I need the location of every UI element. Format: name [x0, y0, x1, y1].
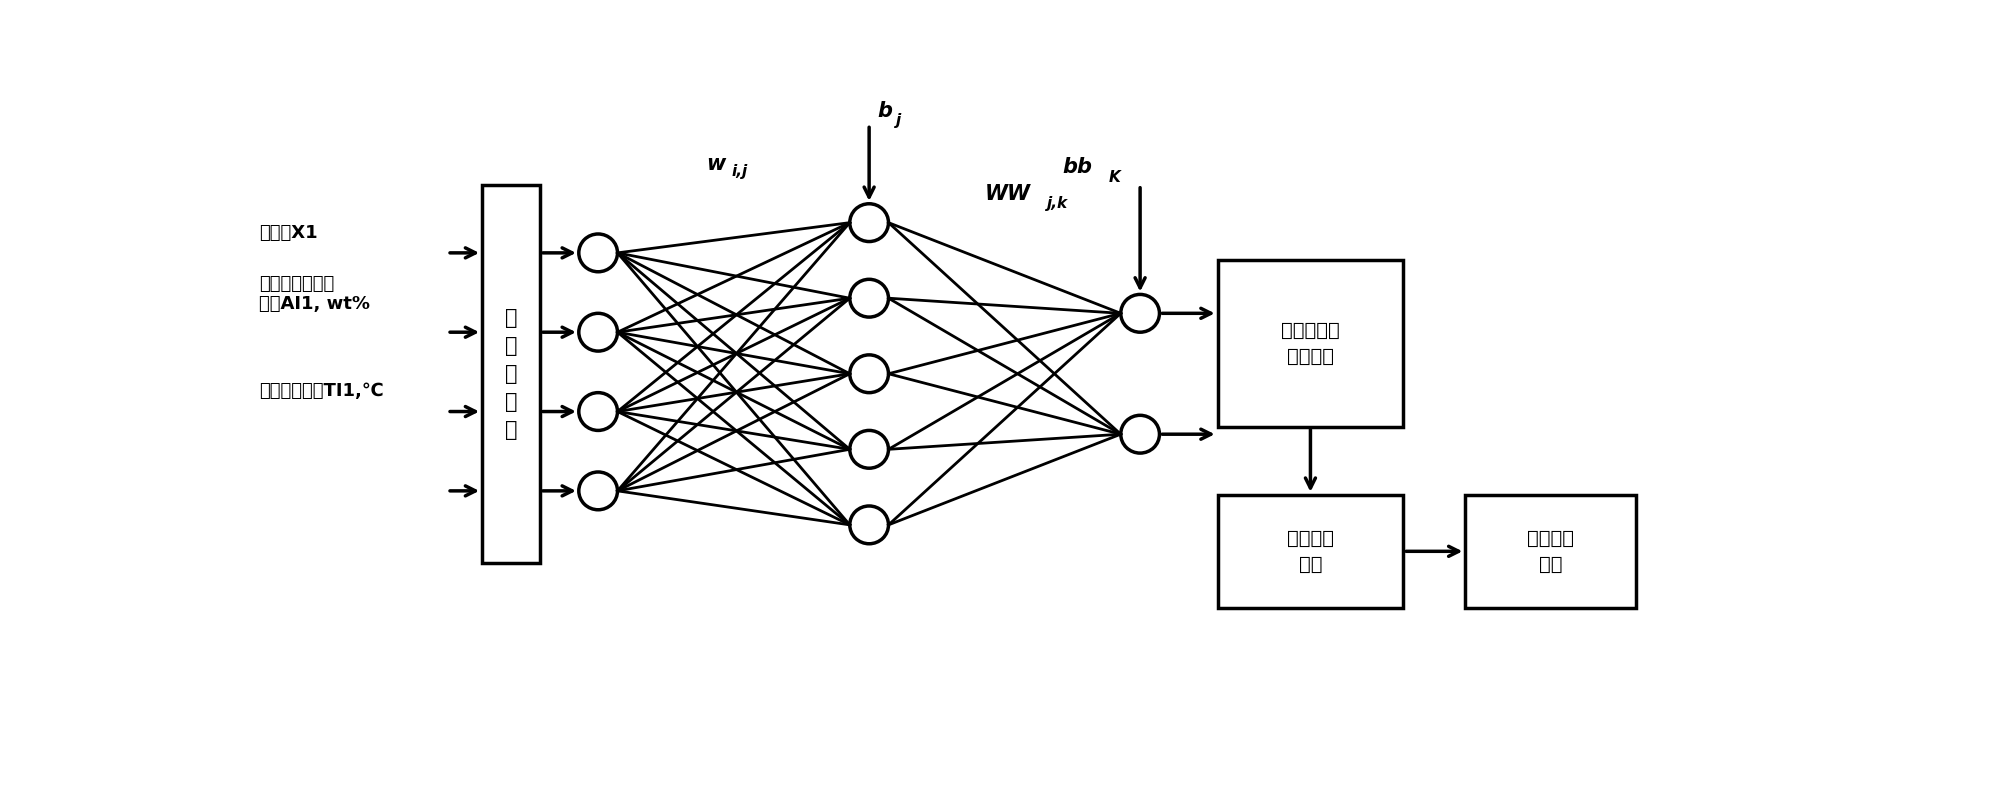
Text: 反应体系温度TI1,℃: 反应体系温度TI1,℃ [260, 382, 384, 400]
Bar [1465, 495, 1636, 608]
Text: b: b [877, 100, 891, 121]
Text: 模型软测
量值: 模型软测 量值 [1526, 528, 1574, 574]
Text: 双乙烯酮中醙酩
浓度AI1, wt%: 双乙烯酮中醙酩 浓度AI1, wt% [260, 275, 370, 313]
Bar [482, 185, 539, 563]
Text: j: j [897, 113, 901, 128]
Text: j,k: j,k [1047, 196, 1069, 211]
Text: 反归一化
处理: 反归一化 处理 [1287, 528, 1335, 574]
Bar [1217, 495, 1403, 608]
Text: bb: bb [1063, 157, 1093, 177]
Text: WW: WW [985, 184, 1031, 204]
Text: K: K [1109, 170, 1121, 185]
Text: w: w [707, 154, 725, 173]
Text: 折光率X1: 折光率X1 [260, 224, 318, 242]
Bar [1217, 261, 1403, 427]
Text: 归
一
化
处
理: 归 一 化 处 理 [505, 308, 517, 440]
Text: i,j: i,j [731, 164, 747, 179]
Text: 神经网络模
型输出值: 神经网络模 型输出值 [1281, 321, 1341, 367]
